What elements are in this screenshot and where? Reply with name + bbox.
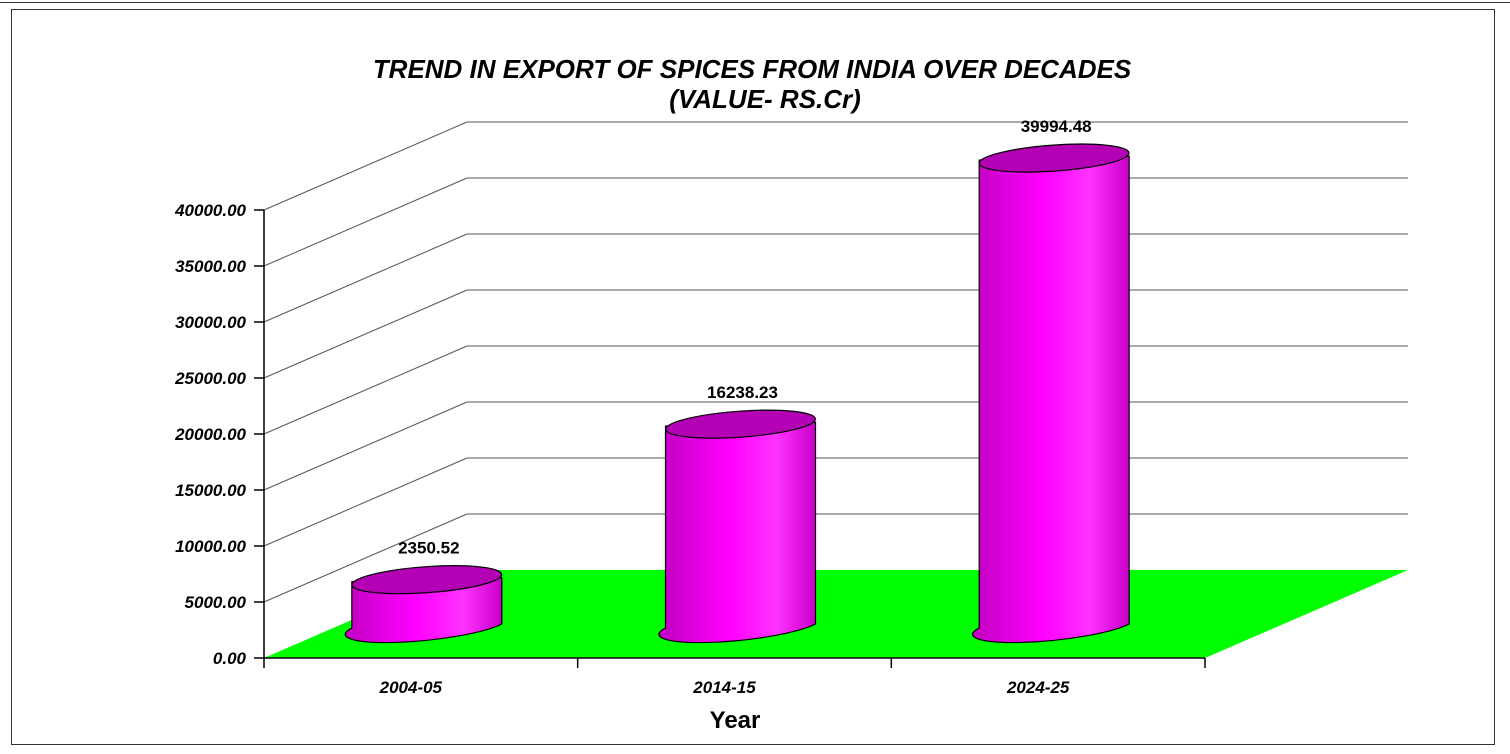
y-tick-label: 20000.00 bbox=[174, 425, 246, 444]
data-label: 2350.52 bbox=[398, 539, 459, 558]
side-gridline bbox=[263, 345, 468, 435]
y-tick-label: 40000.00 bbox=[174, 201, 246, 220]
chart-axes: 0.00 5000.00 10000.00 15000.00 20000.00 25000… bbox=[174, 201, 1206, 697]
side-gridline bbox=[263, 121, 468, 211]
y-tick-label: 25000.00 bbox=[174, 369, 246, 388]
y-tick-label: 15000.00 bbox=[175, 481, 246, 500]
side-gridline bbox=[263, 401, 468, 491]
x-tick-label: 2014-15 bbox=[692, 678, 756, 697]
y-tick-label: 5000.00 bbox=[185, 593, 247, 612]
chart-labels: 2350.52 16238.23 39994.48 bbox=[398, 117, 1092, 558]
y-tick-label: 30000.00 bbox=[175, 313, 246, 332]
x-tick-label: 2024-25 bbox=[1006, 678, 1070, 697]
bar bbox=[972, 143, 1130, 644]
chart-walls bbox=[263, 121, 1408, 603]
top-border bbox=[0, 0, 1510, 3]
side-gridline bbox=[263, 457, 468, 547]
chart-subtitle: (VALUE- RS.Cr) bbox=[669, 84, 861, 114]
data-label: 16238.23 bbox=[707, 383, 778, 402]
bar bbox=[658, 409, 817, 644]
bar-body bbox=[658, 421, 817, 644]
bar bbox=[344, 565, 503, 644]
bar-top bbox=[351, 565, 503, 595]
y-tick-label: 0.00 bbox=[213, 649, 247, 668]
chart-title: TREND IN EXPORT OF SPICES FROM INDIA OVE… bbox=[373, 54, 1132, 84]
chart-frame bbox=[11, 9, 1495, 745]
bar-top bbox=[978, 143, 1130, 173]
side-gridline bbox=[263, 289, 468, 379]
chart-bars bbox=[344, 143, 1130, 644]
y-tick-label: 10000.00 bbox=[175, 537, 246, 556]
data-label: 39994.48 bbox=[1021, 117, 1092, 136]
bar-body bbox=[972, 155, 1130, 644]
x-tick-label: 2004-05 bbox=[379, 678, 443, 697]
x-axis-title: Year bbox=[710, 707, 761, 734]
y-tick-label: 35000.00 bbox=[175, 257, 246, 276]
side-gridline bbox=[263, 513, 468, 603]
bar-top bbox=[665, 409, 816, 439]
side-gridline bbox=[263, 177, 468, 267]
side-gridline bbox=[263, 233, 468, 323]
